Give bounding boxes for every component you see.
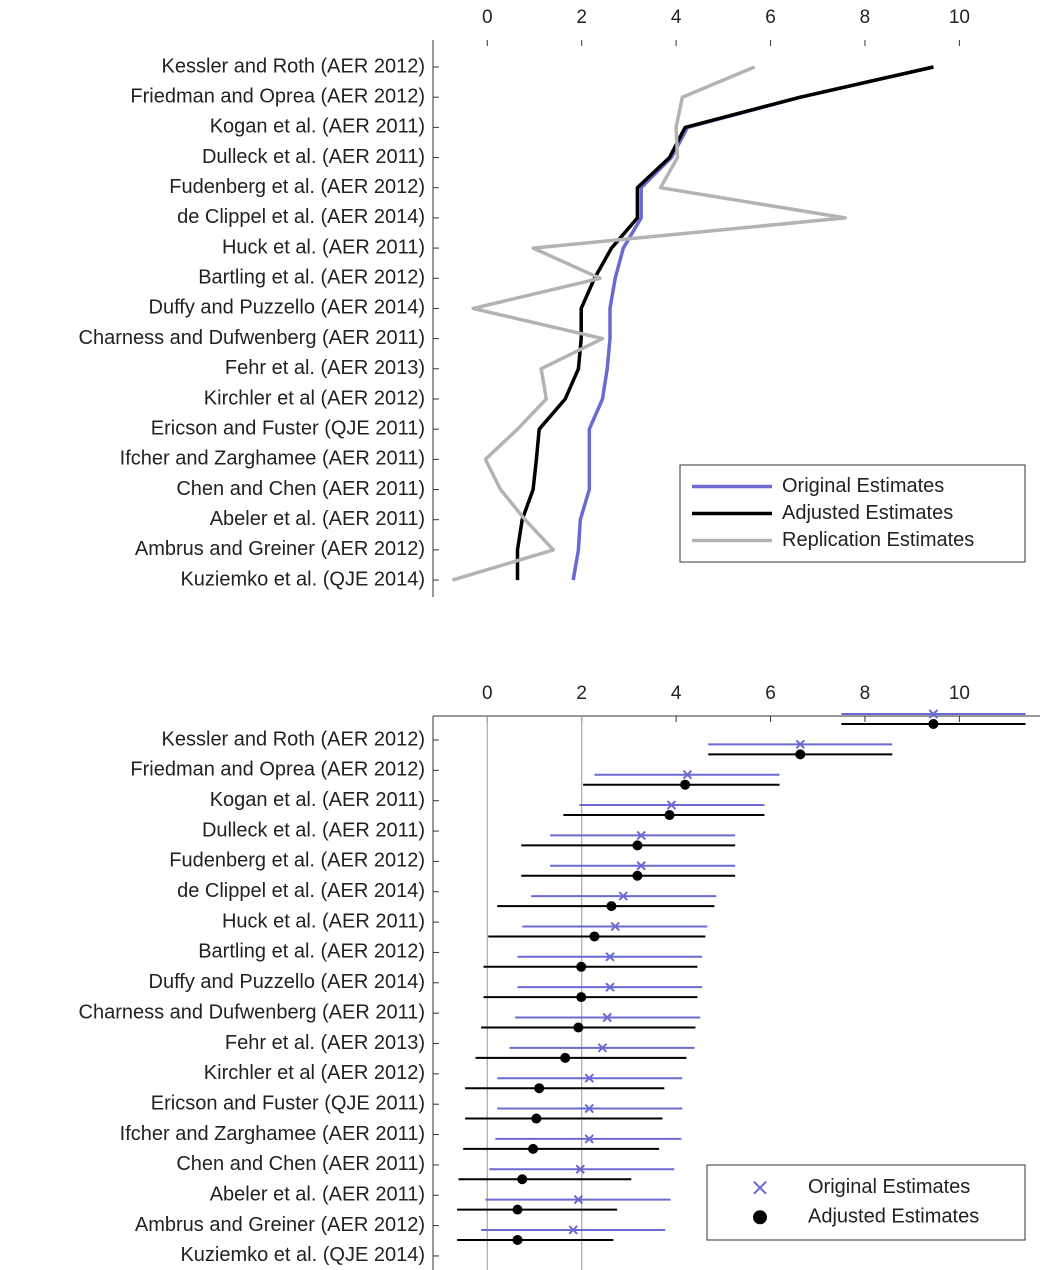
estimate-marker [584, 1073, 594, 1083]
estimate-marker [584, 1134, 594, 1144]
y-tick-label: Abeler et al. (AER 2011) [210, 508, 425, 530]
estimate-marker [512, 1234, 523, 1245]
legend-box [706, 1164, 1026, 1241]
y-tick-label: Huck et al. (AER 2011) [222, 910, 425, 932]
x-tick-label: 6 [765, 7, 776, 28]
y-tick-label: Chen and Chen (AER 2011) [176, 1153, 425, 1175]
estimate-marker [512, 1204, 523, 1215]
legend-swatch [753, 1210, 767, 1225]
x-tick-label: 6 [765, 683, 776, 704]
y-tick-label: Bartling et al. (AER 2012) [198, 267, 425, 289]
y-tick-label: Kessler and Roth (AER 2012) [162, 728, 425, 750]
series-line [515, 65, 934, 581]
x-tick-label: 2 [576, 683, 587, 704]
y-tick-label: Ambrus and Greiner (AER 2012) [135, 538, 425, 560]
y-tick-label: Kuziemko et al. (QJE 2014) [180, 1244, 425, 1266]
estimate-marker [680, 779, 691, 790]
legend-swatch [753, 1181, 767, 1195]
y-tick-label: Friedman and Oprea (AER 2012) [130, 85, 425, 107]
estimate-marker [560, 1052, 571, 1063]
x-tick-label: 4 [671, 7, 682, 28]
estimate-marker [575, 1164, 586, 1174]
estimate-marker [576, 961, 587, 972]
y-tick-label: Dulleck et al. (AER 2011) [202, 819, 425, 841]
estimate-marker [928, 719, 939, 729]
estimate-marker [531, 1113, 542, 1124]
estimate-marker [605, 952, 615, 962]
y-tick-label: Fehr et al. (AER 2013) [225, 1032, 425, 1054]
x-tick-label: 8 [860, 683, 871, 704]
y-tick-label: Kogan et al. (AER 2011) [210, 789, 425, 811]
y-tick-label: Kirchler et al (AER 2012) [204, 387, 425, 409]
x-tick-label: 10 [949, 7, 970, 28]
estimate-marker [618, 891, 628, 901]
y-tick-label: Fudenberg et al. (AER 2012) [169, 850, 425, 872]
estimate-marker [666, 800, 677, 810]
estimate-marker [636, 861, 646, 871]
y-tick-label: Huck et al. (AER 2011) [222, 236, 425, 258]
estimate-marker [606, 901, 617, 912]
estimate-marker [573, 1194, 584, 1205]
estimate-marker [568, 1225, 578, 1235]
estimate-marker [928, 709, 939, 719]
series-line [571, 65, 934, 581]
estimate-marker [632, 870, 643, 881]
estimate-marker [632, 840, 643, 851]
y-tick-label: Friedman and Oprea (AER 2012) [130, 759, 425, 781]
estimate-marker [528, 1143, 539, 1154]
estimate-marker [584, 1103, 594, 1114]
estimate-marker [610, 921, 620, 932]
estimate-marker [589, 931, 600, 942]
estimate-marker [602, 1012, 612, 1023]
legend-label: Adjusted Estimates [782, 502, 953, 524]
y-tick-label: Charness and Dufwenberg (AER 2011) [79, 1001, 425, 1023]
y-tick-label: Fudenberg et al. (AER 2012) [169, 176, 425, 198]
y-tick-label: Kuziemko et al. (QJE 2014) [180, 568, 425, 590]
y-tick-label: Ifcher and Zarghamee (AER 2011) [120, 1123, 425, 1145]
y-tick-label: Kessler and Roth (AER 2012) [162, 55, 425, 77]
y-tick-label: Ericson and Fuster (QJE 2011) [151, 1092, 425, 1114]
x-tick-label: 10 [949, 683, 970, 704]
legend-label: Adjusted Estimates [808, 1206, 979, 1228]
x-tick-label: 2 [576, 7, 587, 28]
y-tick-label: de Clippel et al. (AER 2014) [177, 880, 425, 902]
y-tick-label: Ambrus and Greiner (AER 2012) [135, 1214, 425, 1236]
series-line [451, 65, 847, 582]
estimate-marker [795, 739, 805, 750]
y-tick-label: Ericson and Fuster (QJE 2011) [151, 417, 425, 439]
y-tick-label: Charness and Dufwenberg (AER 2011) [79, 327, 425, 349]
estimate-marker [605, 982, 615, 992]
x-tick-label: 0 [482, 7, 493, 28]
estimate-marker [664, 810, 675, 821]
estimate-marker [534, 1083, 545, 1094]
estimate-marker [573, 1022, 584, 1033]
y-tick-label: Chen and Chen (AER 2011) [176, 478, 425, 500]
y-tick-label: Bartling et al. (AER 2012) [198, 941, 425, 963]
y-tick-label: Abeler et al. (AER 2011) [210, 1184, 425, 1206]
estimate-marker [597, 1043, 608, 1053]
y-tick-label: Ifcher and Zarghamee (AER 2011) [120, 448, 425, 470]
estimate-marker [576, 992, 587, 1003]
y-tick-label: de Clippel et al. (AER 2014) [177, 206, 425, 228]
estimate-marker [517, 1174, 528, 1185]
legend-label: Replication Estimates [782, 529, 974, 551]
estimate-marker [682, 769, 693, 780]
y-tick-label: Kirchler et al (AER 2012) [204, 1062, 425, 1084]
y-tick-label: Duffy and Puzzello (AER 2014) [149, 297, 425, 319]
legend-label: Original Estimates [782, 475, 944, 497]
x-tick-label: 4 [671, 683, 682, 704]
x-tick-label: 8 [860, 7, 871, 28]
y-tick-label: Duffy and Puzzello (AER 2014) [149, 971, 425, 993]
estimate-marker [636, 830, 646, 841]
y-tick-label: Kogan et al. (AER 2011) [210, 116, 425, 138]
y-tick-label: Fehr et al. (AER 2013) [225, 357, 425, 379]
y-tick-label: Dulleck et al. (AER 2011) [202, 146, 425, 168]
estimate-marker [795, 749, 806, 760]
legend-label: Original Estimates [808, 1176, 970, 1198]
x-tick-label: 0 [482, 683, 493, 704]
